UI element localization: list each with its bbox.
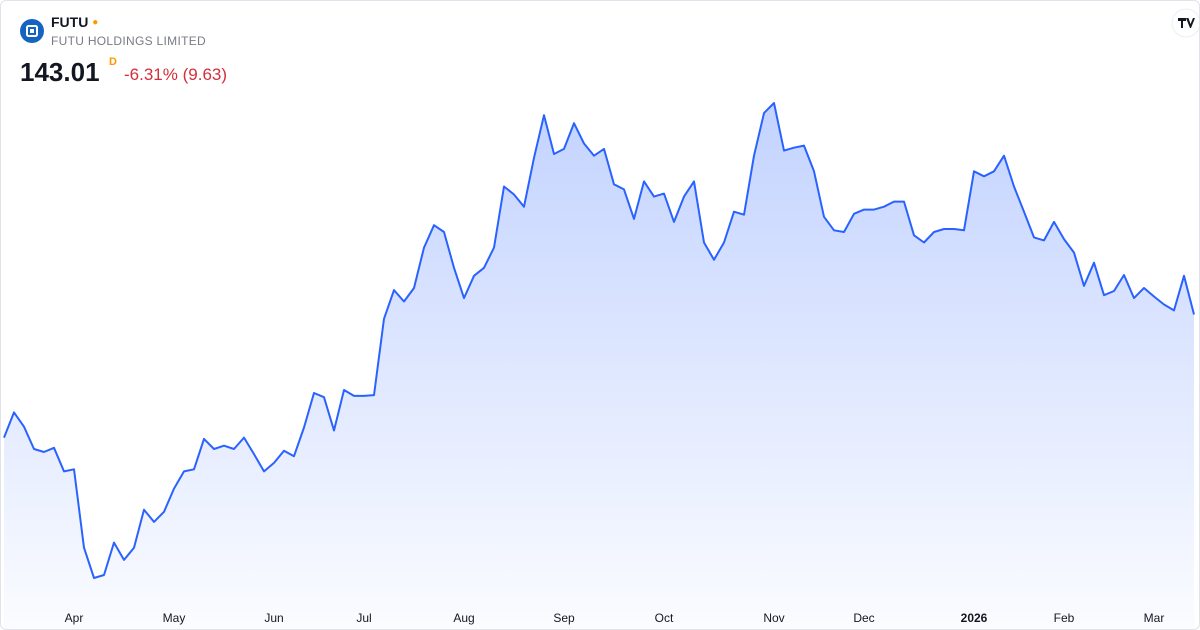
x-tick-label: Nov xyxy=(763,611,784,625)
price-line xyxy=(3,102,1195,579)
x-tick-label: Sep xyxy=(553,611,575,625)
change-value: (9.63) xyxy=(182,65,228,84)
x-tick-label: Dec xyxy=(853,611,874,625)
x-tick-label: Mar xyxy=(1144,611,1165,625)
change: -6.31% (9.63) xyxy=(124,65,227,85)
symbol-text: FUTU xyxy=(51,14,89,30)
x-tick-label: Aug xyxy=(453,611,474,625)
x-tick-label: May xyxy=(163,611,186,625)
status-dot: ● xyxy=(92,17,99,28)
price: 143.01 xyxy=(20,57,100,87)
x-tick-label: Apr xyxy=(65,611,84,625)
x-tick-label: Oct xyxy=(655,611,674,625)
x-tick-label: Feb xyxy=(1054,611,1075,625)
x-tick-label: Jul xyxy=(356,611,371,625)
tv-logo[interactable] xyxy=(1171,8,1200,38)
x-tick-label: Jun xyxy=(264,611,283,625)
company: FUTU HOLDINGS LIMITED xyxy=(51,34,206,48)
change-percent: -6.31% xyxy=(124,65,178,84)
logo xyxy=(20,19,44,43)
interval: D xyxy=(109,56,117,68)
symbol: FUTU ● xyxy=(51,14,98,30)
area-fill xyxy=(4,103,1194,629)
x-tick-label: 2026 xyxy=(961,611,988,625)
